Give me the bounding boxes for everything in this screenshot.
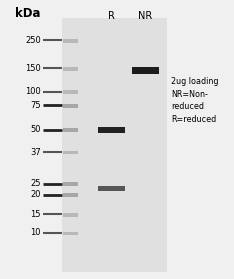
Bar [63, 151, 78, 154]
Text: 37: 37 [30, 148, 41, 157]
Bar [63, 128, 78, 132]
Bar [63, 39, 78, 43]
Text: 50: 50 [30, 125, 41, 134]
Bar [63, 67, 78, 71]
FancyBboxPatch shape [62, 18, 167, 272]
Bar [98, 186, 124, 191]
Text: 15: 15 [30, 210, 41, 219]
Text: 75: 75 [30, 101, 41, 110]
Bar [132, 67, 159, 74]
Text: 2ug loading
NR=Non-
reduced
R=reduced: 2ug loading NR=Non- reduced R=reduced [171, 77, 218, 124]
Text: 10: 10 [30, 229, 41, 237]
Bar [63, 104, 78, 108]
Text: NR: NR [138, 11, 152, 21]
Text: R: R [108, 11, 115, 21]
Text: 100: 100 [25, 87, 41, 96]
Text: 250: 250 [25, 36, 41, 45]
Text: 25: 25 [30, 179, 41, 188]
Bar [63, 182, 78, 186]
Bar [63, 193, 78, 197]
Bar [98, 127, 124, 133]
Text: 150: 150 [25, 64, 41, 73]
Bar [63, 232, 78, 235]
Bar [63, 213, 78, 217]
Bar [63, 90, 78, 94]
Text: 20: 20 [30, 190, 41, 199]
Text: kDa: kDa [15, 7, 41, 20]
